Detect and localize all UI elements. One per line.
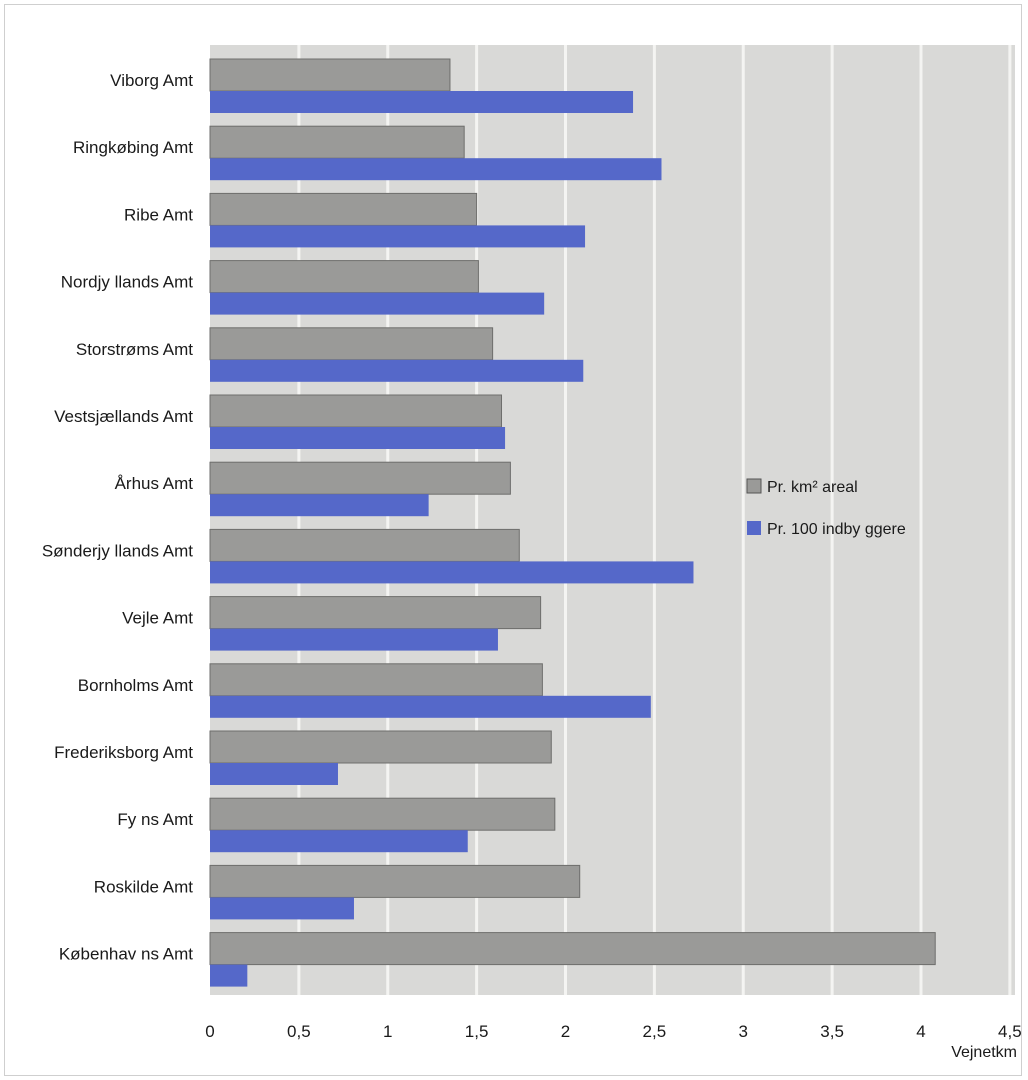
category-label: Bornholms Amt [78,676,194,695]
bar-areal [209,663,543,697]
category-label: Fy ns Amt [117,810,193,829]
category-label: Vejle Amt [122,609,193,628]
category-label: Storstrøms Amt [76,340,193,359]
x-axis-title: Vejnetkm [951,1044,1017,1061]
x-tick-label: 4,5 [998,1022,1022,1041]
bar-chart: Viborg Amt Ringkøbing Amt Ribe Amt Nordjy l… [42,45,1022,1061]
bar-areal [209,125,465,159]
bar-indbyggere [210,158,662,181]
bar-areal [209,394,503,428]
category-label: Sønderjy llands Amt [42,541,193,560]
x-tick-label: 2,5 [643,1022,667,1041]
bar-indbyggere [210,292,545,315]
bar-indbyggere [210,561,694,584]
bars [209,58,936,987]
bar-indbyggere [210,359,584,382]
category-label: Viborg Amt [110,71,193,90]
x-tick-label: 0,5 [287,1022,311,1041]
chart-frame: Viborg Amt Ringkøbing Amt Ribe Amt Nordjy l… [4,4,1022,1076]
bar-indbyggere [210,763,338,785]
bar-areal [209,58,451,92]
x-tick-labels: 0 0,5 1 1,5 2 2,5 3 3,5 4 4,5 [205,1022,1021,1041]
x-tick-label: 2 [561,1022,570,1041]
category-label: Københav ns Amt [59,945,193,964]
plot-area [210,45,1015,995]
bar-areal [209,932,936,966]
x-tick-label: 4 [916,1022,925,1041]
bar-areal [209,260,479,294]
bar-indbyggere [210,628,498,651]
bar-areal [209,192,478,226]
bar-indbyggere [210,964,248,987]
category-labels: Viborg Amt Ringkøbing Amt Ribe Amt Nordjy l… [42,71,193,964]
x-tick-label: 3 [739,1022,748,1041]
category-label: Nordjy llands Amt [61,273,194,292]
bar-indbyggere [210,695,651,718]
bar-areal [209,528,520,562]
legend-label-areal: Pr. km² areal [767,479,858,496]
x-tick-label: 0 [205,1022,214,1041]
legend: Pr. km² areal Pr. 100 indby ggere [746,478,906,538]
category-label: Frederiksborg Amt [54,743,193,762]
bar-indbyggere [210,830,468,853]
x-tick-label: 3,5 [820,1022,844,1041]
bar-areal [209,596,542,630]
legend-swatch-areal [746,478,762,494]
bar-areal [209,461,511,495]
bar-indbyggere [210,91,634,113]
category-label: Ringkøbing Amt [73,138,193,157]
bar-indbyggere [210,427,506,449]
bar-areal [209,797,556,831]
category-label: Vestsjællands Amt [54,407,193,426]
bar-areal [209,730,552,764]
bar-indbyggere [210,225,586,248]
x-tick-label: 1,5 [465,1022,489,1041]
bar-areal [209,864,581,898]
x-tick-label: 1 [383,1022,392,1041]
bar-areal [209,327,494,361]
category-label: Ribe Amt [124,205,193,224]
category-label: Roskilde Amt [94,877,193,896]
bar-indbyggere [210,897,354,920]
legend-swatch-indbyggere [747,521,761,535]
bar-indbyggere [210,494,429,517]
category-label: Århus Amt [115,474,194,493]
legend-label-indbyggere: Pr. 100 indby ggere [767,521,906,538]
